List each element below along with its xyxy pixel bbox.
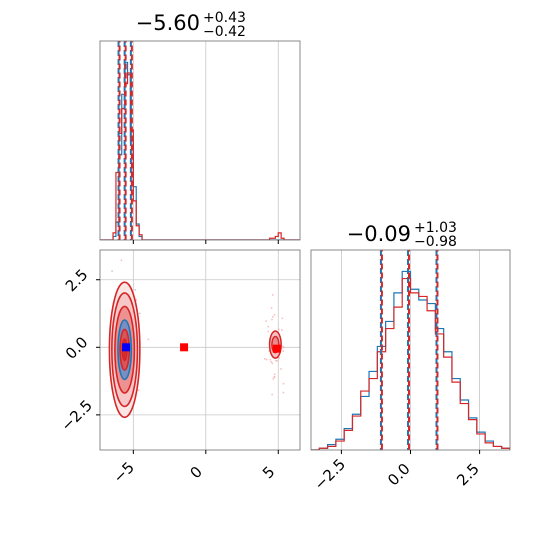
hist-y-xtick-label: −2.5	[311, 455, 349, 493]
title-hist-y-plus: +1.03	[414, 220, 457, 236]
scatter-point	[137, 389, 140, 392]
scatter-point	[275, 359, 277, 362]
scatter-frame	[99, 249, 301, 451]
scatter-ytick-label: −2.5	[57, 396, 95, 434]
scatter-point	[281, 329, 283, 331]
hist-y-series-red	[311, 277, 510, 450]
panel-scatter-xy: −5 0 5 −2.5 0.0 2.5	[57, 249, 301, 487]
scatter-point	[273, 373, 276, 376]
scatter-ytick-label: 2.5	[62, 266, 92, 296]
scatter-xtick-label: 5	[259, 463, 278, 482]
truth-marker	[122, 343, 131, 352]
scatter-xtick-label: −5	[110, 458, 138, 486]
scatter-point	[282, 382, 285, 385]
scatter-point	[271, 315, 274, 318]
scatter-point	[265, 358, 268, 361]
scatter-point	[270, 360, 273, 363]
scatter-point	[271, 362, 274, 365]
scatter-point	[270, 307, 273, 310]
scatter-point	[282, 346, 285, 349]
scatter-point	[282, 391, 285, 394]
scatter-point	[277, 328, 280, 331]
scatter-point	[271, 294, 274, 296]
scatter-point	[273, 376, 276, 379]
scatter-ytick-label: 0.0	[62, 333, 92, 363]
scatter-point	[271, 318, 273, 321]
scatter-point	[135, 299, 138, 301]
scatter-point	[111, 270, 113, 272]
scatter-point	[271, 393, 274, 396]
hist-x-frame	[99, 40, 301, 241]
scatter-point	[267, 325, 270, 328]
panel-hist-x	[99, 40, 301, 244]
hist-y-xtick-label: 2.5	[453, 460, 483, 490]
scatter-point	[278, 357, 281, 359]
square-marker	[272, 344, 281, 353]
title-hist-y-median: −0.09	[347, 222, 411, 246]
scatter-point	[269, 358, 272, 361]
scatter-point	[282, 350, 285, 353]
title-hist-y-minus: −0.98	[414, 234, 457, 250]
panel-hist-y: −2.5 0.0 2.5	[310, 249, 511, 494]
scatter-point	[267, 330, 270, 333]
scatter-point	[265, 320, 267, 322]
scatter-point	[138, 312, 141, 315]
title-hist-x-minus: −0.42	[203, 24, 246, 40]
hist-y-xtick-label: 0.0	[384, 460, 414, 490]
scatter-point	[147, 338, 150, 341]
scatter-xtick-label: 0	[187, 463, 206, 482]
scatter-point	[281, 317, 284, 320]
title-hist-x-median: −5.60	[136, 11, 200, 35]
title-hist-x-plus: +0.43	[203, 10, 246, 26]
scatter-point	[263, 357, 266, 360]
scatter-point	[134, 288, 137, 291]
square-marker	[180, 343, 189, 352]
scatter-point	[280, 368, 282, 370]
scatter-point	[272, 377, 275, 380]
scatter-point	[120, 259, 123, 262]
scatter-point	[273, 313, 276, 316]
